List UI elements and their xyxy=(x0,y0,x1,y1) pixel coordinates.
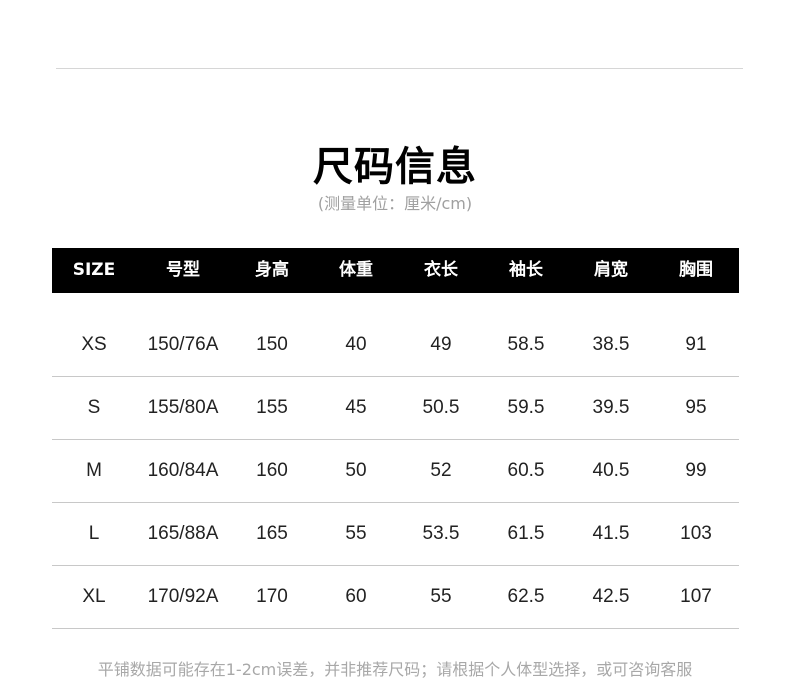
table-cell: 38.5 xyxy=(592,334,630,355)
column-header: 衣长 xyxy=(424,260,458,280)
table-cell: XL xyxy=(82,586,106,607)
table-cell: 61.5 xyxy=(507,523,545,544)
table-cell: 99 xyxy=(685,460,707,481)
table-cell: 60.5 xyxy=(507,460,545,481)
column-header: 体重 xyxy=(339,260,373,280)
table-cell: 150/76A xyxy=(147,334,219,355)
table-cell: 50 xyxy=(345,460,367,481)
table-cell: 59.5 xyxy=(507,397,545,418)
table-cell: 150 xyxy=(256,334,288,355)
table-cell: 40.5 xyxy=(592,460,630,481)
page-title: 尺码信息 xyxy=(313,144,477,190)
table-row: XS 150/76A 150 40 49 58.5 38.5 91 xyxy=(52,313,739,377)
table-cell: 160/84A xyxy=(147,460,219,481)
table-cell: 39.5 xyxy=(592,397,630,418)
table-cell: 60 xyxy=(345,586,367,607)
table-cell: 165 xyxy=(256,523,288,544)
table-row: M 160/84A 160 50 52 60.5 40.5 99 xyxy=(52,439,739,503)
table-cell: 52 xyxy=(430,460,452,481)
column-header: 身高 xyxy=(255,260,289,280)
table-cell: 170 xyxy=(256,586,288,607)
table-cell: 53.5 xyxy=(422,523,460,544)
table-cell: 170/92A xyxy=(147,586,219,607)
table-cell: 107 xyxy=(680,586,712,607)
table-cell: 165/88A xyxy=(147,523,219,544)
table-cell: 155 xyxy=(256,397,288,418)
table-cell: 50.5 xyxy=(422,397,460,418)
unit-subtitle: (测量单位：厘米/cm) xyxy=(317,194,473,213)
table-cell: 40 xyxy=(345,334,367,355)
table-cell: 103 xyxy=(680,523,712,544)
table-cell: 95 xyxy=(685,397,707,418)
table-cell: M xyxy=(86,460,102,481)
table-cell: 62.5 xyxy=(507,586,545,607)
table-cell: 55 xyxy=(430,586,452,607)
column-header: 肩宽 xyxy=(594,260,628,280)
column-header: 号型 xyxy=(166,260,200,280)
table-cell: 42.5 xyxy=(592,586,630,607)
table-row: XL 170/92A 170 60 55 62.5 42.5 107 xyxy=(52,565,739,629)
disclaimer-note: 平铺数据可能存在1-2cm误差，并非推荐尺码；请根据个人体型选择，或可咨询客服 xyxy=(97,660,693,679)
table-cell: S xyxy=(87,397,101,418)
table-cell: 55 xyxy=(345,523,367,544)
table-cell: 49 xyxy=(430,334,452,355)
table-header: SIZE 号型 身高 体重 衣长 袖长 肩宽 胸围 xyxy=(52,248,739,293)
table-cell: L xyxy=(88,523,100,544)
table-cell: XS xyxy=(81,334,107,355)
column-header: SIZE xyxy=(72,260,116,280)
column-header: 胸围 xyxy=(679,260,713,280)
table-cell: 160 xyxy=(256,460,288,481)
table-cell: 155/80A xyxy=(147,397,219,418)
column-header: 袖长 xyxy=(509,260,543,280)
top-divider xyxy=(56,68,743,69)
table-cell: 41.5 xyxy=(592,523,630,544)
table-cell: 45 xyxy=(345,397,367,418)
table-cell: 91 xyxy=(685,334,707,355)
table-row: L 165/88A 165 55 53.5 61.5 41.5 103 xyxy=(52,502,739,566)
table-row: S 155/80A 155 45 50.5 59.5 39.5 95 xyxy=(52,376,739,440)
table-cell: 58.5 xyxy=(507,334,545,355)
